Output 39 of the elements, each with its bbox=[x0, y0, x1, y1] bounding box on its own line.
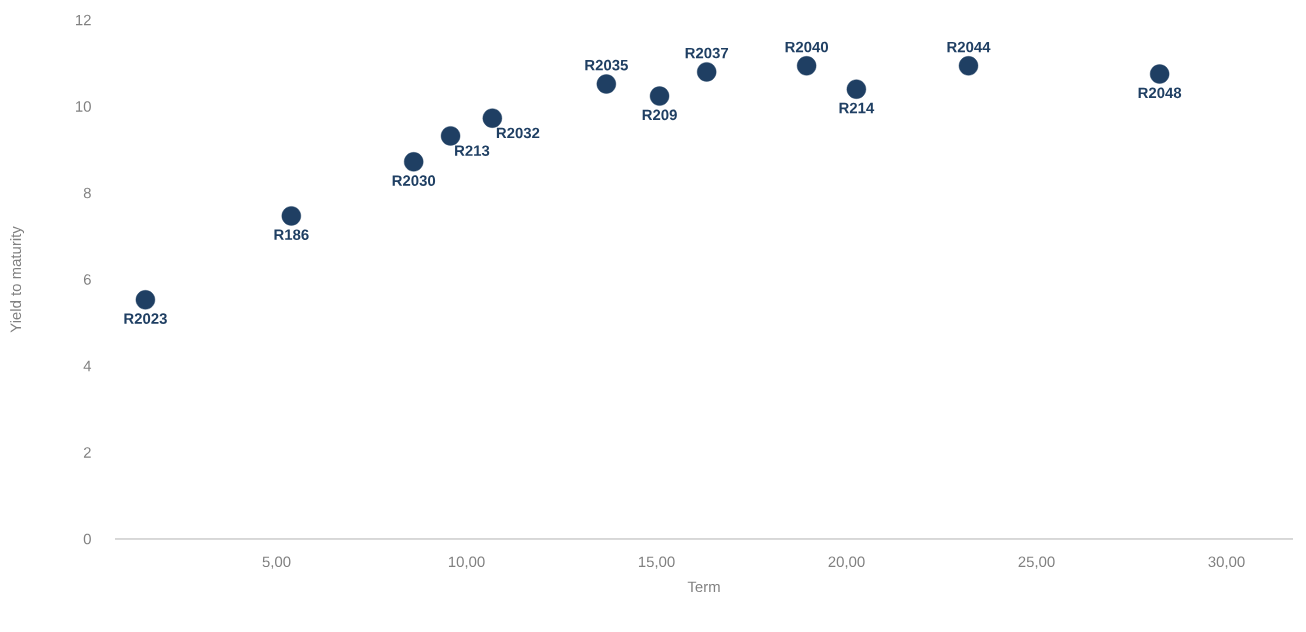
x-tick-label: 15,00 bbox=[638, 556, 675, 569]
y-axis-title: Yield to maturity bbox=[10, 226, 25, 333]
annotation: R214 bbox=[839, 102, 875, 114]
point bbox=[796, 56, 817, 76]
annotation: R2037 bbox=[685, 47, 729, 59]
point bbox=[440, 126, 461, 146]
x-tick-label: 30,00 bbox=[1208, 556, 1245, 569]
y-tick-label: 12 bbox=[76, 14, 91, 26]
annotation: R213 bbox=[455, 145, 490, 157]
annotation: R186 bbox=[274, 229, 309, 240]
y-tick-label: 2 bbox=[83, 447, 91, 458]
x-axis-title: Term bbox=[687, 581, 720, 593]
point bbox=[135, 290, 156, 310]
annotation: R2035 bbox=[585, 59, 628, 71]
x-tick-label: 10,00 bbox=[448, 556, 485, 569]
x-tick-label: 5,00 bbox=[262, 556, 291, 569]
point bbox=[482, 108, 503, 128]
annotation: R2048 bbox=[1138, 87, 1182, 99]
annotation: R2030 bbox=[392, 175, 436, 186]
x-tick-label: 25,00 bbox=[1018, 556, 1055, 569]
annotation: R209 bbox=[642, 109, 677, 121]
y-tick-label: 4 bbox=[83, 360, 92, 372]
point bbox=[649, 86, 670, 106]
annotation: R2023 bbox=[124, 313, 167, 324]
annotation: R2032 bbox=[496, 127, 540, 139]
y-tick-label: 6 bbox=[83, 274, 91, 285]
y-tick-label: 0 bbox=[83, 533, 91, 545]
x-tick-label: 20,00 bbox=[828, 556, 865, 569]
point bbox=[958, 56, 979, 76]
annotation: R2040 bbox=[785, 41, 828, 53]
point bbox=[846, 79, 867, 99]
point bbox=[404, 152, 424, 172]
point bbox=[596, 74, 617, 94]
annotation: R2044 bbox=[947, 41, 991, 53]
point bbox=[281, 206, 302, 226]
point bbox=[1149, 64, 1170, 84]
y-tick-label: 8 bbox=[83, 187, 91, 199]
point bbox=[696, 62, 717, 82]
y-tick-label: 10 bbox=[76, 101, 91, 112]
